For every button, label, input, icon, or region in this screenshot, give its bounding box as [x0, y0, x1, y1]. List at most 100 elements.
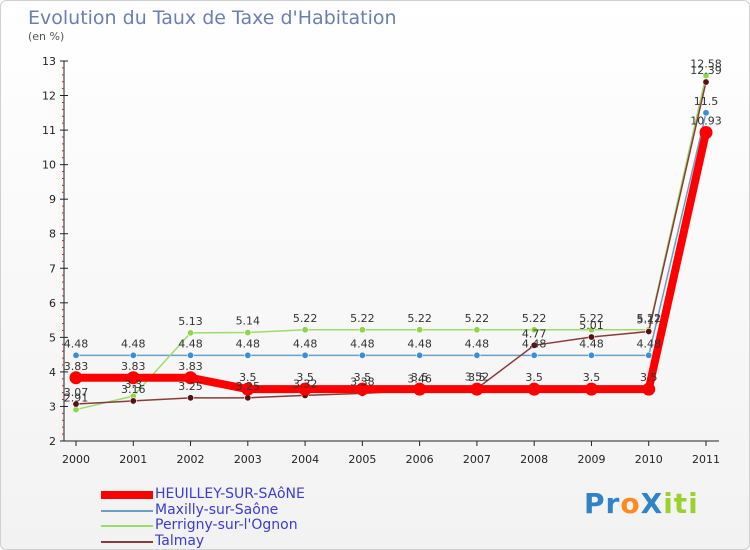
x-tick-label: 2003	[234, 453, 262, 466]
legend-item: Perrigny-sur-l'Ognon	[101, 518, 361, 534]
chart-legend: HEUILLEY-SUR-SAôNE Maxilly-sur-Saône Perri…	[101, 487, 361, 549]
data-point	[702, 78, 710, 86]
data-point	[187, 394, 195, 402]
data-label: 4.48	[293, 337, 318, 350]
data-label: 3.83	[121, 360, 146, 373]
data-label: 3.52	[465, 370, 490, 383]
data-label: 5.22	[293, 312, 318, 325]
data-label: 3.5	[640, 371, 658, 384]
data-label: 5.22	[636, 312, 661, 325]
data-point	[298, 382, 312, 396]
data-point	[184, 371, 198, 385]
x-tick-label: 2011	[692, 453, 720, 466]
x-tick-label: 2005	[348, 453, 376, 466]
data-point	[358, 351, 366, 359]
data-label: 4.48	[522, 337, 547, 350]
legend-label: Perrigny-sur-l'Ognon	[155, 517, 298, 533]
data-label: 4.77	[522, 327, 547, 340]
legend-item: Maxilly-sur-Saône	[101, 502, 361, 519]
legend-item: Talmay	[101, 532, 361, 550]
x-tick-label: 2007	[463, 453, 491, 466]
series-line	[75, 74, 707, 411]
series-line	[75, 112, 707, 357]
data-label: 3.32	[293, 377, 318, 390]
legend-label: Talmay	[155, 532, 205, 549]
data-label: 3.5	[296, 371, 314, 384]
data-point	[129, 351, 137, 359]
data-label: 3.3	[125, 378, 143, 391]
data-point	[587, 333, 595, 341]
data-label: 4.48	[350, 337, 375, 350]
x-tick-label: 2006	[406, 453, 434, 466]
data-point	[72, 351, 80, 359]
data-point	[416, 326, 424, 334]
data-label: 5.14	[236, 315, 261, 328]
data-point	[702, 109, 710, 117]
data-label: 3.83	[178, 360, 203, 373]
data-label: 4.48	[64, 337, 89, 350]
data-label: 3.5	[468, 371, 486, 384]
data-point	[244, 351, 252, 359]
data-point	[301, 326, 309, 334]
y-tick-label: 3	[49, 400, 56, 413]
data-point	[587, 326, 595, 334]
data-point	[473, 326, 481, 334]
x-tick-label: 2010	[635, 453, 663, 466]
data-label: 3.5	[354, 371, 372, 384]
data-point	[129, 397, 137, 405]
chart-unit-label: (en %)	[28, 30, 65, 43]
x-tick-label: 2001	[119, 453, 147, 466]
data-label: 3.16	[121, 383, 146, 396]
data-point	[587, 351, 595, 359]
data-point	[126, 371, 140, 385]
data-label: 3.38	[350, 375, 375, 388]
data-label: 3.5	[525, 371, 543, 384]
legend-swatch	[101, 509, 153, 512]
data-label: 4.48	[236, 337, 261, 350]
data-label: 4.48	[121, 337, 146, 350]
data-point	[645, 351, 653, 359]
data-label: 3.25	[178, 380, 203, 393]
y-tick-label: 10	[42, 159, 56, 172]
y-tick-label: 12	[42, 90, 56, 103]
data-label: 4.48	[579, 337, 604, 350]
proxiti-logo: ProXiti	[584, 487, 699, 520]
data-label: 5.22	[579, 312, 604, 325]
y-tick-label: 9	[49, 193, 56, 206]
data-label: 3.25	[236, 380, 261, 393]
data-point	[416, 351, 424, 359]
y-tick-label: 13	[42, 55, 56, 68]
data-point	[413, 382, 427, 396]
data-label: 4.48	[407, 337, 432, 350]
data-point	[69, 371, 83, 385]
data-label: 5.22	[407, 312, 432, 325]
data-label: 4.48	[636, 337, 661, 350]
data-label: 3.83	[64, 360, 89, 373]
data-point	[358, 326, 366, 334]
data-point	[642, 382, 656, 396]
data-point	[241, 382, 255, 396]
data-point	[187, 351, 195, 359]
data-label: 5.22	[350, 312, 375, 325]
x-tick-label: 2009	[577, 453, 605, 466]
data-point	[645, 327, 653, 335]
x-tick-label: 2008	[520, 453, 548, 466]
data-label: 5.22	[522, 312, 547, 325]
legend-label: HEUILLEY-SUR-SAôNE	[155, 486, 305, 502]
data-point	[301, 351, 309, 359]
y-tick-label: 7	[49, 262, 56, 275]
data-point	[584, 382, 598, 396]
data-label: 5.01	[579, 319, 604, 332]
x-tick-label: 2002	[177, 453, 205, 466]
data-point	[527, 382, 541, 396]
data-point	[244, 329, 252, 337]
data-label: 5.13	[178, 315, 203, 328]
y-tick-label: 2	[49, 435, 56, 448]
data-point	[699, 126, 713, 140]
data-point	[530, 351, 538, 359]
data-point	[355, 382, 369, 396]
legend-swatch	[101, 525, 153, 527]
chart-title: Evolution du Taux de Taxe d'Habitation	[28, 7, 397, 29]
y-tick-label: 8	[49, 228, 56, 241]
